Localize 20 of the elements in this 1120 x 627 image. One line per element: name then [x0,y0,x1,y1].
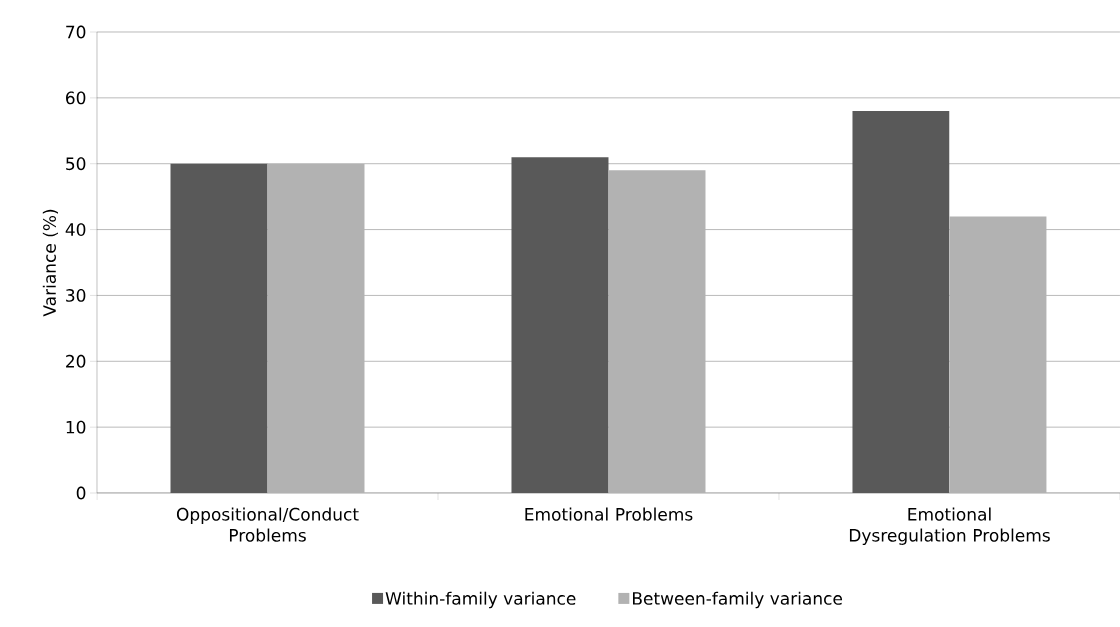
bar [608,170,706,493]
bar [852,111,950,493]
y-tick-label: 30 [66,288,86,302]
legend-label: Within-family variance [385,591,576,609]
y-tick-label: 70 [66,25,86,39]
bar [511,157,609,493]
y-tick-label: 60 [66,91,86,105]
x-tick-label: Oppositional/Conduct Problems [176,507,359,542]
bar [170,163,268,493]
y-tick-label: 50 [66,157,86,171]
y-tick-label: 0 [76,486,86,500]
y-tick-label: 40 [65,223,86,236]
x-tick-label: Emotional Problems [525,507,693,521]
y-axis-title: Variance (%) [42,209,58,317]
bar [949,216,1047,493]
y-tick-label: 10 [66,420,86,434]
y-tick-label: 20 [66,354,86,368]
legend-label: Between-family variance [633,591,843,609]
x-tick-label: Emotional Dysregulation Problems [849,507,1050,545]
bar [267,163,365,493]
